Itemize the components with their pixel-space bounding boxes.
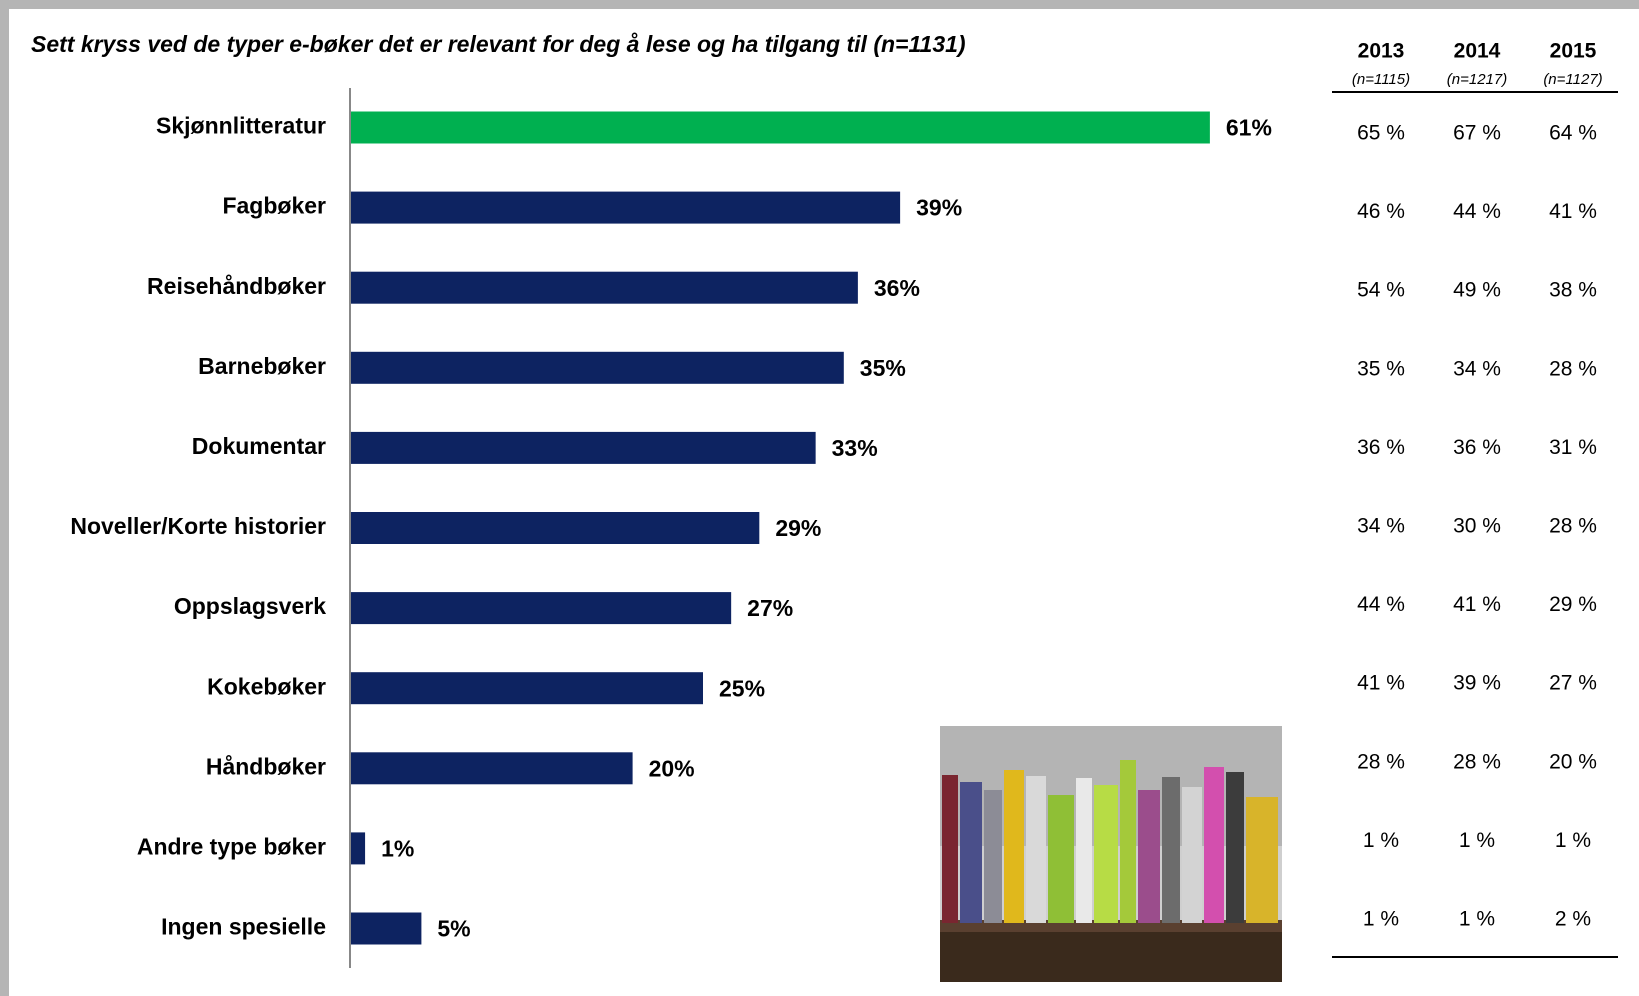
bar — [351, 111, 1210, 144]
value-label: 5% — [437, 916, 470, 942]
table-cell: 1 % — [1363, 908, 1399, 931]
category-label: Andre type bøker — [137, 833, 326, 859]
column-n: (n=1217) — [1447, 71, 1507, 88]
table-cell: 27 % — [1549, 672, 1597, 695]
category-label: Reisehåndbøker — [147, 273, 326, 299]
table-cell: 28 % — [1549, 357, 1597, 380]
table-cell: 1 % — [1363, 829, 1399, 852]
table-cell: 64 % — [1549, 122, 1597, 145]
column-n: (n=1115) — [1352, 71, 1410, 88]
bar — [351, 431, 816, 464]
table-cell: 54 % — [1357, 279, 1405, 302]
column-year: 2013 — [1358, 40, 1405, 63]
bar — [351, 672, 703, 705]
table-cell: 31 % — [1549, 436, 1597, 459]
table-cell: 65 % — [1357, 122, 1405, 145]
table-cell: 1 % — [1555, 829, 1591, 852]
category-label: Fagbøker — [222, 193, 326, 219]
table-cell: 49 % — [1453, 279, 1501, 302]
bar — [351, 351, 844, 384]
table-cell: 2 % — [1555, 908, 1591, 931]
value-label: 39% — [916, 195, 962, 221]
category-label: Ingen spesielle — [161, 914, 326, 940]
bar — [351, 912, 422, 945]
table-cell: 44 % — [1357, 593, 1405, 616]
value-label: 33% — [832, 435, 878, 461]
table-cell: 30 % — [1453, 515, 1501, 538]
books-image — [940, 726, 1282, 982]
table-cell: 39 % — [1453, 672, 1501, 695]
bar — [351, 512, 760, 544]
table-cell: 46 % — [1357, 200, 1405, 223]
bar — [351, 832, 366, 865]
bar — [351, 191, 901, 224]
table-cell: 34 % — [1357, 515, 1405, 538]
value-label: 29% — [775, 515, 821, 541]
table-cell: 28 % — [1549, 515, 1597, 538]
table-cell: 41 % — [1357, 672, 1405, 695]
value-label: 35% — [860, 355, 906, 381]
value-label: 25% — [719, 675, 765, 701]
category-label: Dokumentar — [192, 433, 326, 459]
value-label: 27% — [747, 595, 793, 621]
category-label: Oppslagsverk — [174, 593, 326, 619]
table-cell: 44 % — [1453, 200, 1501, 223]
chart-title: Sett kryss ved de typer e-bøker det er r… — [31, 31, 966, 57]
category-label: Skjønnlitteratur — [156, 113, 326, 139]
table-cell: 34 % — [1453, 357, 1501, 380]
table-cell: 36 % — [1453, 436, 1501, 459]
category-label: Håndbøker — [206, 753, 326, 779]
table-cell: 28 % — [1453, 750, 1501, 773]
column-year: 2015 — [1550, 40, 1597, 63]
category-label: Noveller/Korte historier — [70, 513, 326, 539]
table-cell: 38 % — [1549, 279, 1597, 302]
value-label: 1% — [381, 835, 414, 861]
column-n: (n=1127) — [1543, 71, 1602, 88]
table-cell: 41 % — [1549, 200, 1597, 223]
value-label: 36% — [874, 275, 920, 301]
table-cell: 67 % — [1453, 122, 1501, 145]
bar — [351, 592, 732, 625]
category-label: Kokebøker — [207, 673, 326, 699]
table-cell: 29 % — [1549, 593, 1597, 616]
table-cell: 20 % — [1549, 750, 1597, 773]
table-cell: 36 % — [1357, 436, 1405, 459]
table-cell: 35 % — [1357, 357, 1405, 380]
category-label: Barnebøker — [198, 353, 326, 379]
table-cell: 28 % — [1357, 750, 1405, 773]
bar — [351, 752, 633, 785]
bar — [351, 271, 858, 304]
table-cell: 41 % — [1453, 593, 1501, 616]
column-year: 2014 — [1454, 40, 1501, 63]
value-label: 61% — [1226, 115, 1272, 141]
table-cell: 1 % — [1459, 829, 1495, 852]
value-label: 20% — [649, 755, 695, 781]
table-cell: 1 % — [1459, 908, 1495, 931]
